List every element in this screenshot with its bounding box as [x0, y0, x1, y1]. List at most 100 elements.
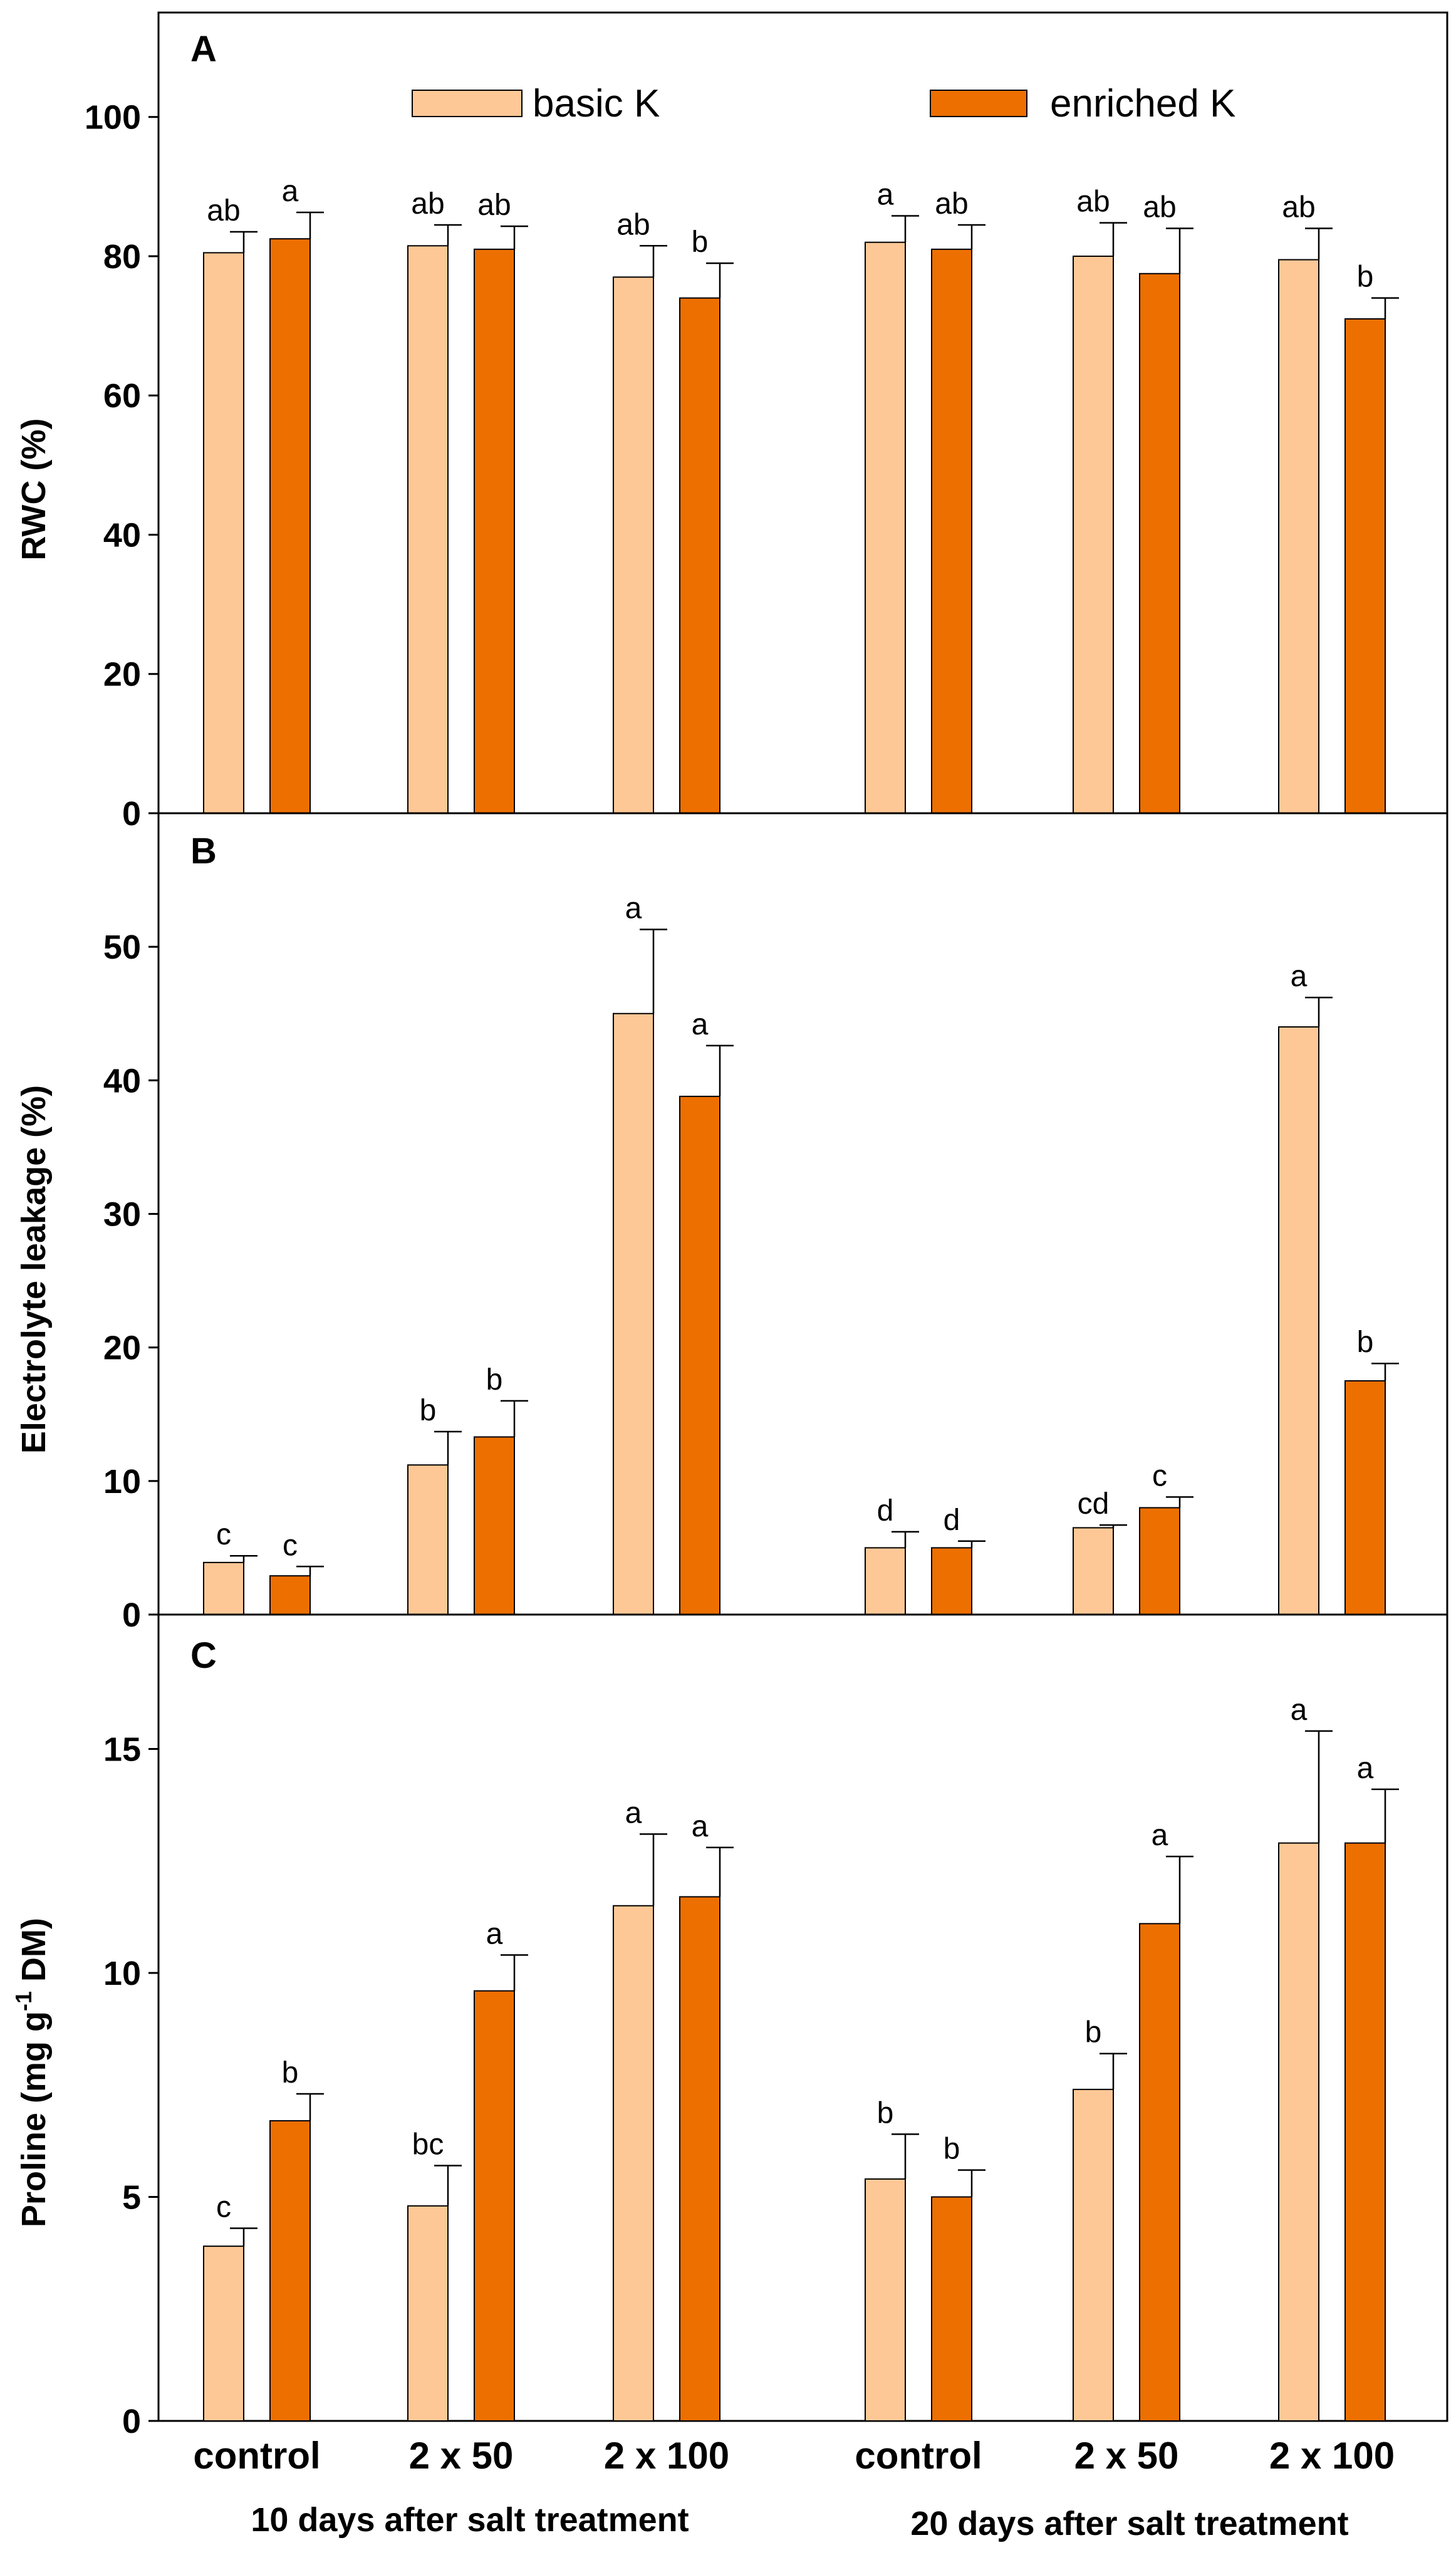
panel-b-y-axis-title: Electrolyte leakage (%): [15, 1085, 53, 1454]
x-tick-label-control-20d: control: [855, 2435, 982, 2477]
panel-c-y-tick-label-15: 15: [103, 1731, 141, 1769]
panel-c-basic-k-4-bar: [1073, 2088, 1114, 2422]
panel-c-enriched-k-2-significance-letter: a: [692, 1810, 709, 1843]
panel-c-basic-k-0-bar: [203, 2245, 244, 2422]
panel-c-basic-k-2-significance-letter: a: [625, 1796, 642, 1829]
panel-b-enriched-k-2-significance-letter: a: [692, 1008, 709, 1041]
group-label-10-days: 10 days after salt treatment: [251, 2501, 689, 2539]
x-tick-label-control-10d: control: [193, 2435, 320, 2477]
panel-c-letter: C: [190, 1635, 217, 1676]
panel-b-basic-k-1-significance-letter: b: [420, 1394, 437, 1427]
panel-b-y-tick-label-30: 30: [103, 1196, 141, 1234]
panel-c-enriched-k-4-bar: [1139, 1923, 1180, 2422]
panel-c-y-axis-title-end: DM): [15, 1918, 53, 1991]
panel-b-basic-k-3-bar: [865, 1547, 906, 1616]
legend-swatch-basic-k: [412, 90, 523, 117]
panel-c-enriched-k-4-significance-letter: a: [1152, 1819, 1168, 1852]
panel-b-y-tick-label-20: 20: [103, 1329, 141, 1367]
panel-b-enriched-k-2-bar: [679, 1095, 720, 1615]
panel-c-basic-k-1-significance-letter: bc: [412, 2128, 444, 2161]
panel-a-basic-k-1-bar: [407, 245, 449, 814]
panel-c-basic-k-3-bar: [865, 2178, 906, 2422]
legend-label-enriched-k: enriched K: [1050, 82, 1235, 125]
panel-a-basic-k-4-significance-letter: ab: [1076, 185, 1110, 219]
panel-c-basic-k-0-significance-letter: c: [216, 2191, 231, 2224]
panel-b-y-tick-label-40: 40: [103, 1062, 141, 1100]
panel-c-enriched-k-2-bar: [679, 1896, 720, 2422]
panel-a-basic-k-5-significance-letter: ab: [1282, 191, 1315, 224]
panel-a-enriched-k-4-significance-letter: ab: [1143, 191, 1176, 224]
panel-c-enriched-k-3-significance-letter: b: [944, 2133, 960, 2166]
panel-c-y-tick-label-5: 5: [122, 2179, 141, 2217]
panel-b-enriched-k-0-significance-letter: c: [283, 1529, 298, 1562]
panel-b-frame: [157, 812, 1448, 1616]
panel-a-enriched-k-4-bar: [1139, 273, 1180, 814]
panel-c-basic-k-4-significance-letter: b: [1085, 2016, 1102, 2049]
panel-c-y-tick-label-0: 0: [122, 2403, 141, 2440]
panel-b-basic-k-5-bar: [1278, 1026, 1319, 1615]
panel-b-enriched-k-3-significance-letter: d: [944, 1504, 960, 1537]
panel-b-letter: B: [190, 831, 217, 872]
panel-a-enriched-k-3-significance-letter: ab: [935, 187, 968, 221]
panel-b-y-tick-label-50: 50: [103, 929, 141, 966]
panel-a-y-tick-label-60: 60: [103, 377, 141, 415]
panel-b-enriched-k-5-significance-letter: b: [1357, 1326, 1374, 1359]
panel-b-basic-k-0-bar: [203, 1561, 244, 1615]
panel-c-enriched-k-3-bar: [931, 2196, 972, 2422]
panel-b-enriched-k-5-bar: [1344, 1380, 1386, 1615]
panel-b-y-tick-label-10: 10: [103, 1463, 141, 1501]
panel-c-basic-k-1-bar: [407, 2205, 449, 2422]
panel-b-enriched-k-3-bar: [931, 1547, 972, 1616]
panel-a-basic-k-5-bar: [1278, 259, 1319, 814]
panel-c-enriched-k-5-bar: [1344, 1842, 1386, 2422]
panel-c-enriched-k-5-significance-letter: a: [1357, 1752, 1374, 1785]
panel-b-basic-k-5-significance-letter: a: [1291, 960, 1308, 993]
panel-b-enriched-k-1-bar: [474, 1436, 515, 1615]
panel-b-enriched-k-0-bar: [269, 1575, 311, 1615]
panel-a-y-axis-title: RWC (%): [15, 419, 53, 561]
panel-b-basic-k-0-significance-letter: c: [216, 1518, 231, 1551]
panel-a-basic-k-3-bar: [865, 241, 906, 814]
panel-a-frame: [157, 11, 1448, 814]
panel-a-basic-k-0-significance-letter: ab: [207, 194, 240, 227]
group-label-20-days: 20 days after salt treatment: [910, 2505, 1348, 2542]
panel-c-y-axis-title-superscript: -1: [11, 1991, 36, 2011]
x-tick-label-2x100-20d: 2 x 100: [1269, 2435, 1395, 2477]
panel-c-enriched-k-0-bar: [269, 2120, 311, 2422]
panel-c-enriched-k-0-significance-letter: b: [282, 2056, 299, 2089]
panel-a-enriched-k-5-bar: [1344, 318, 1386, 814]
panel-a-basic-k-0-bar: [203, 252, 244, 814]
panel-b-enriched-k-1-significance-letter: b: [486, 1363, 503, 1397]
x-tick-label-2x100-10d: 2 x 100: [604, 2435, 729, 2477]
panel-a-enriched-k-2-significance-letter: b: [692, 226, 709, 259]
panel-c-enriched-k-1-bar: [474, 1990, 515, 2422]
legend-swatch-enriched-k: [930, 90, 1027, 117]
panel-b-enriched-k-4-bar: [1139, 1507, 1180, 1615]
x-tick-label-2x50-10d: 2 x 50: [409, 2435, 514, 2477]
panel-a-y-tick-label-40: 40: [103, 516, 141, 554]
panel-a-enriched-k-2-bar: [679, 297, 720, 814]
panel-b-basic-k-4-significance-letter: cd: [1078, 1487, 1110, 1521]
legend: basic K enriched K: [412, 82, 1235, 125]
panel-c-y-axis-title-main: Proline (mg g: [15, 2011, 53, 2227]
panel-a-enriched-k-3-bar: [931, 248, 972, 814]
panel-b-basic-k-2-significance-letter: a: [625, 892, 642, 925]
x-tick-label-2x50-20d: 2 x 50: [1074, 2435, 1179, 2477]
panel-b-basic-k-2-bar: [613, 1012, 654, 1615]
panel-a-basic-k-2-bar: [613, 276, 654, 814]
panel-a-y-tick-label-20: 20: [103, 656, 141, 694]
panel-a-y-tick-label-80: 80: [103, 238, 141, 276]
panel-b-enriched-k-4-significance-letter: c: [1152, 1459, 1167, 1492]
category-labels: control 2 x 50 2 x 100 control 2 x 50 2 …: [193, 2435, 1395, 2477]
panel-c-y-tick-label-10: 10: [103, 1955, 141, 1992]
panel-a-enriched-k-5-significance-letter: b: [1357, 261, 1374, 294]
panel-b-y-tick-label-0: 0: [122, 1596, 141, 1634]
panel-c-frame: [157, 1613, 1448, 2422]
panel-b-basic-k-3-significance-letter: d: [877, 1494, 894, 1527]
panel-b-basic-k-4-bar: [1073, 1527, 1114, 1615]
panel-a-basic-k-4-bar: [1073, 255, 1114, 814]
panel-a-enriched-k-0-bar: [269, 238, 311, 814]
panel-a-enriched-k-0-significance-letter: a: [282, 175, 299, 208]
panel-c-basic-k-5-bar: [1278, 1842, 1319, 2422]
